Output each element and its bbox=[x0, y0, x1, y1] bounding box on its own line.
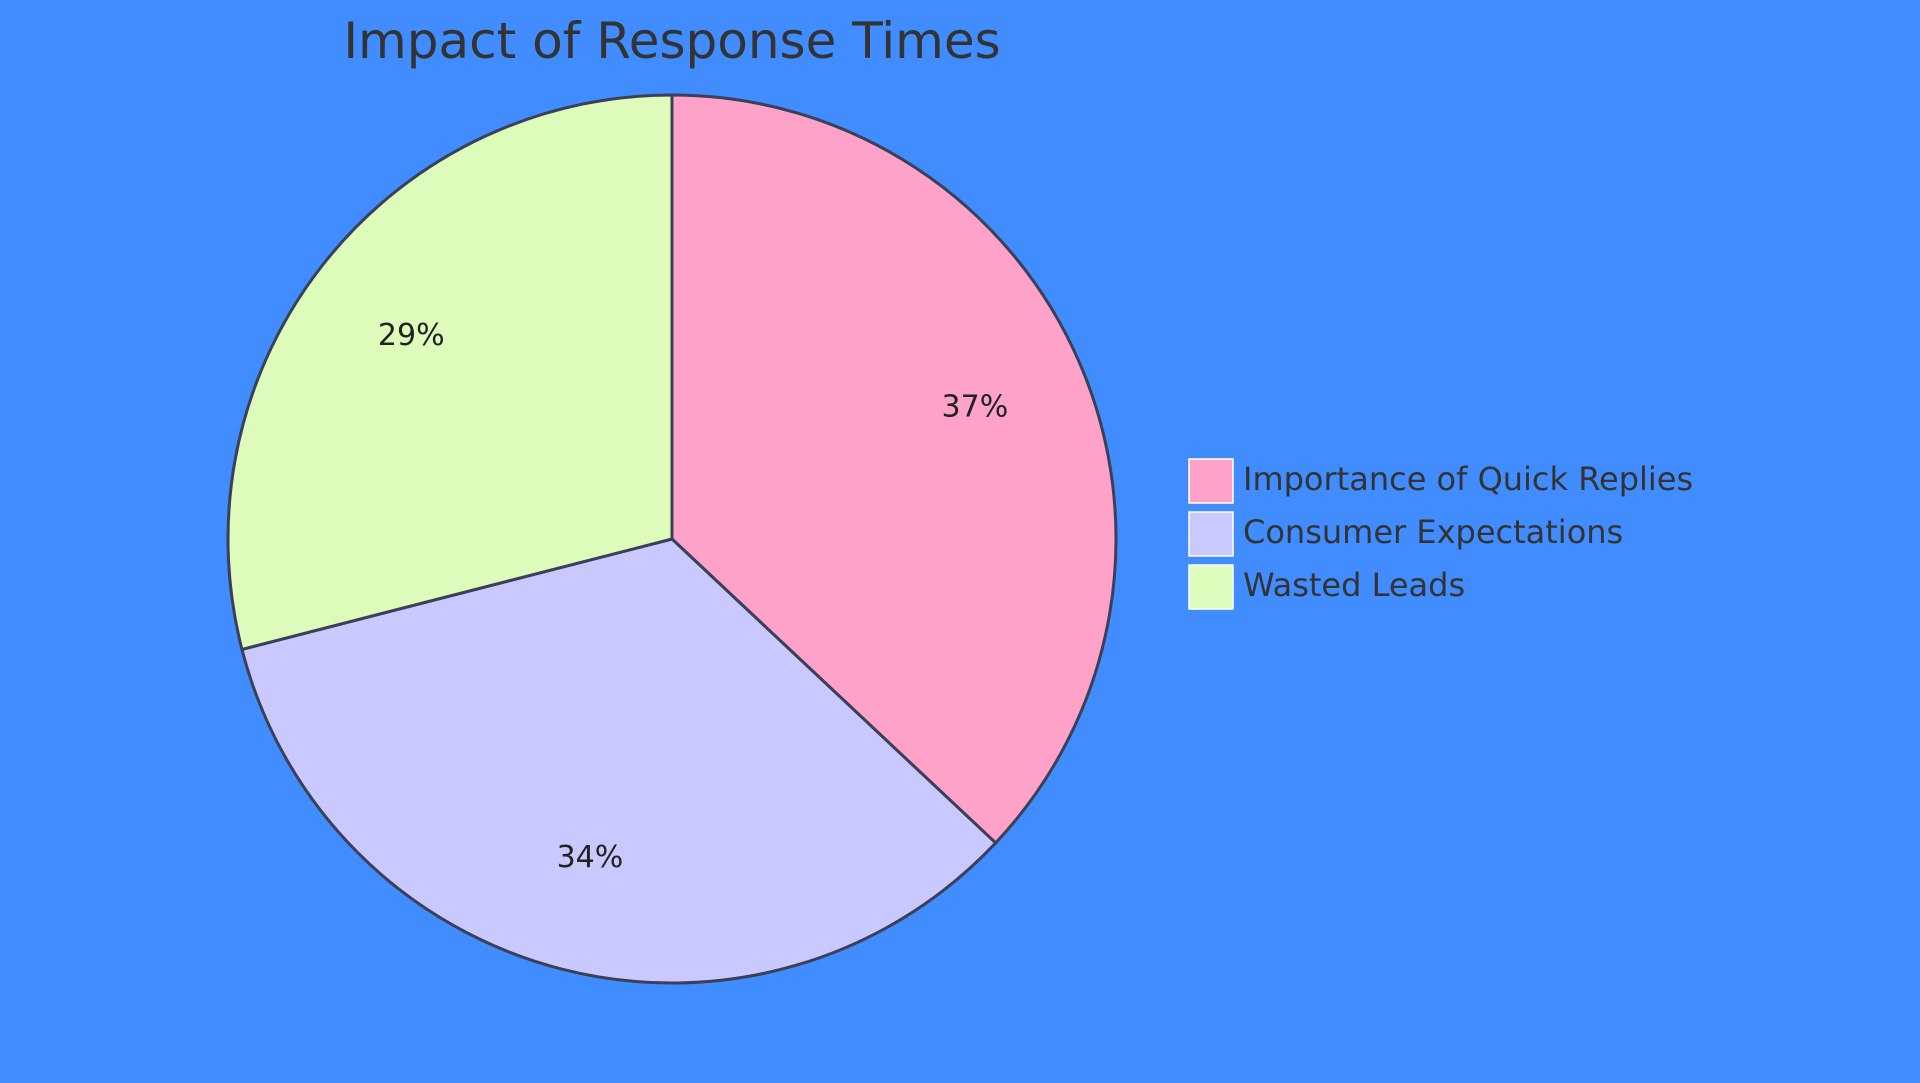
legend-item-importance-of-quick-replies: Importance of Quick Replies bbox=[1188, 458, 1693, 504]
pie-slice-importance-of-quick-replies bbox=[670, 93, 1118, 846]
pie-slice-labels: 37% 34% 29% bbox=[378, 318, 1008, 875]
legend-label-consumer-expectations: Consumer Expectations bbox=[1243, 513, 1623, 551]
legend-swatch-wasted-leads bbox=[1188, 564, 1234, 610]
pie-slice-wasted-leads bbox=[226, 93, 674, 652]
pie-slices bbox=[226, 93, 1118, 985]
legend-item-wasted-leads: Wasted Leads bbox=[1188, 564, 1465, 610]
pie-slice-consumer-expectations bbox=[240, 537, 998, 985]
legend: Importance of Quick Replies Consumer Expe… bbox=[1188, 458, 1693, 610]
slice-label-consumer-expectations: 34% bbox=[557, 840, 624, 875]
legend-label-wasted-leads: Wasted Leads bbox=[1243, 566, 1465, 604]
legend-swatch-importance-of-quick-replies bbox=[1188, 458, 1234, 504]
slice-label-importance-of-quick-replies: 37% bbox=[942, 389, 1009, 424]
legend-swatch-consumer-expectations bbox=[1188, 511, 1234, 557]
legend-label-importance-of-quick-replies: Importance of Quick Replies bbox=[1243, 460, 1693, 498]
slice-label-wasted-leads: 29% bbox=[378, 318, 445, 353]
chart-title: Impact of Response Times bbox=[343, 12, 1000, 70]
legend-item-consumer-expectations: Consumer Expectations bbox=[1188, 511, 1623, 557]
